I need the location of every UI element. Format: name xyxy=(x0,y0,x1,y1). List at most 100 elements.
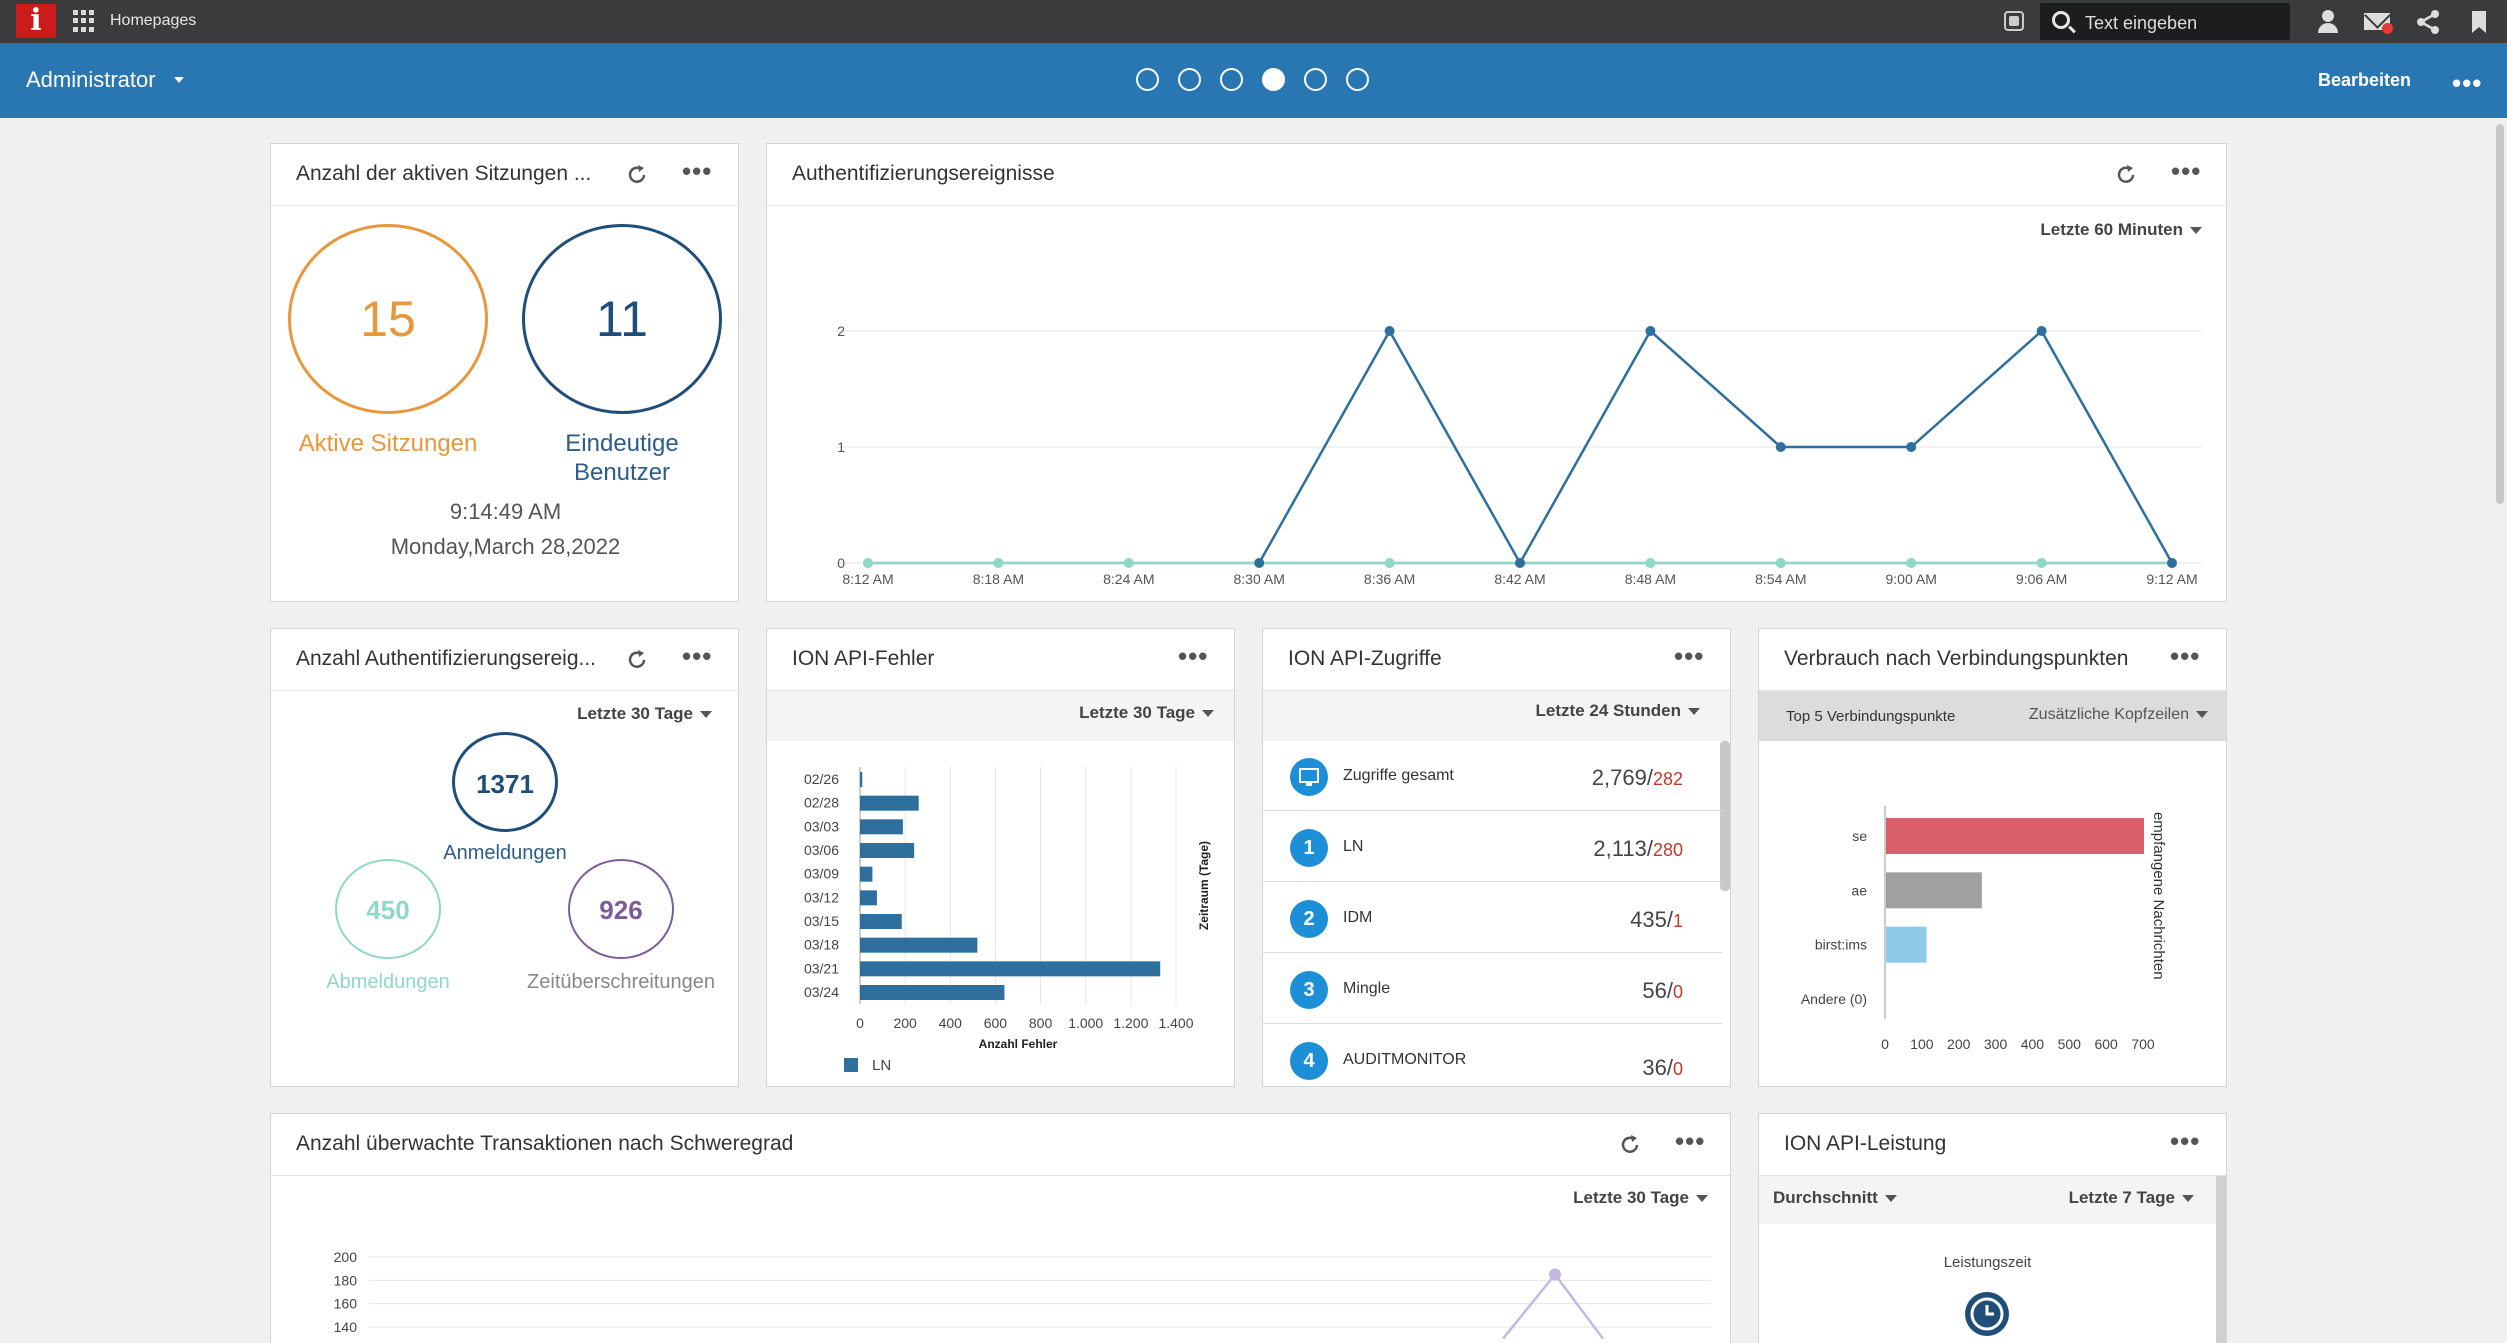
data-point xyxy=(1384,558,1395,568)
more-menu-icon[interactable]: ••• xyxy=(1675,1126,1706,1156)
more-menu-icon[interactable]: ••• xyxy=(682,641,713,671)
more-menu-icon[interactable]: ••• xyxy=(1674,641,1705,671)
user-icon[interactable] xyxy=(2315,9,2341,35)
x-tick-label: 1.000 xyxy=(1068,1015,1103,1031)
bar xyxy=(860,843,915,858)
time-range-dropdown[interactable]: Letzte 24 Stunden xyxy=(1536,701,1700,721)
api-name: IDM xyxy=(1343,909,1373,926)
x-axis-label: Anzahl Fehler xyxy=(979,1037,1058,1051)
api-name: AUDITMONITOR xyxy=(1343,1051,1467,1068)
x-tick-label: 600 xyxy=(984,1015,1008,1031)
list-item[interactable]: 3 Mingle 56/0 xyxy=(1263,954,1723,1024)
x-tick-label: 8:54 AM xyxy=(1755,571,1806,587)
scrollbar-thumb[interactable] xyxy=(2496,124,2504,504)
api-errors-card: ION API-Fehler ••• Letzte 30 Tage 0 200 40… xyxy=(766,628,1235,1087)
card-title: ION API-Leistung xyxy=(1784,1132,1947,1155)
y-tick-label: ae xyxy=(1851,882,1867,898)
card-title: ION API-Zugriffe xyxy=(1288,647,1442,670)
refresh-icon[interactable] xyxy=(624,162,650,188)
extra-columns-dropdown[interactable]: Zusätzliche Kopfzeilen xyxy=(2029,706,2208,724)
logouts-circle: 450 xyxy=(335,859,441,959)
time-range-dropdown[interactable]: Letzte 7 Tage xyxy=(2069,1188,2194,1208)
series-line xyxy=(1258,328,2174,566)
bookmark-icon[interactable] xyxy=(2466,9,2492,35)
more-menu-icon[interactable]: ••• xyxy=(2171,156,2202,186)
page-dot[interactable] xyxy=(1346,68,1369,91)
time-range-dropdown[interactable]: Letzte 60 Minuten xyxy=(2040,220,2202,240)
app-logo[interactable]: i xyxy=(16,4,56,38)
app-grid-icon[interactable] xyxy=(73,10,95,32)
card-scrollbar[interactable] xyxy=(2216,1176,2226,1343)
edit-button[interactable]: Bearbeiten xyxy=(2318,70,2412,90)
data-point xyxy=(863,558,873,568)
share-icon[interactable] xyxy=(2415,9,2441,35)
unique-users-circle: 11 xyxy=(522,224,722,414)
list-item[interactable]: 4 AUDITMONITOR 36/0 xyxy=(1263,1025,1723,1086)
logins-circle: 1371 xyxy=(452,732,558,832)
refresh-icon[interactable] xyxy=(1617,1132,1643,1158)
x-tick-label: 1.200 xyxy=(1113,1015,1148,1031)
more-menu-icon[interactable]: ••• xyxy=(2170,1126,2201,1156)
logouts-label: Abmeldungen xyxy=(326,971,450,993)
data-point xyxy=(1123,558,1134,568)
notification-dot xyxy=(2382,23,2393,34)
bar xyxy=(860,890,877,906)
more-menu-icon[interactable]: ••• xyxy=(2170,641,2201,671)
x-tick-label: 0 xyxy=(1881,1036,1889,1052)
more-menu-icon[interactable]: ••• xyxy=(1178,641,1209,671)
list-item[interactable]: 2 IDM 435/1 xyxy=(1263,883,1723,953)
page-dot[interactable] xyxy=(1304,68,1327,91)
current-date: Monday,March 28,2022 xyxy=(390,534,621,559)
data-point xyxy=(1515,558,1525,568)
bar xyxy=(860,937,978,953)
caret-down-icon[interactable] xyxy=(174,77,184,83)
role-selector[interactable]: Administrator xyxy=(26,67,156,92)
monitored-chart: 140 160 180 200 xyxy=(334,1249,1711,1340)
time-range-dropdown[interactable]: Letzte 30 Tage xyxy=(1573,1188,1708,1208)
page-scrollbar[interactable] xyxy=(2493,118,2507,1343)
x-tick-label: 8:24 AM xyxy=(1103,571,1154,587)
list-item[interactable]: 1 LN 2,113/280 xyxy=(1263,812,1723,882)
metric-dropdown[interactable]: Durchschnitt xyxy=(1773,1188,1897,1208)
refresh-icon[interactable] xyxy=(2113,162,2139,188)
api-value: 2,769/282 xyxy=(1591,765,1683,790)
search-input[interactable]: Text eingeben xyxy=(2040,3,2290,40)
y-axis-label: empfangene Nachrichten xyxy=(2150,812,2167,980)
homepages-title[interactable]: Homepages xyxy=(110,12,197,29)
list-item[interactable]: Zugriffe gesamt 2,769/282 xyxy=(1263,741,1723,811)
usage-chart: se ae birst:ims Andere (0) 0 100 200 300 400 500 6… xyxy=(1801,806,2167,1052)
x-tick-label: 600 xyxy=(2094,1036,2118,1052)
y-tick-label: 03/09 xyxy=(804,866,839,882)
card-title: Anzahl Authentifizierungsereig... xyxy=(296,647,597,670)
time-range-dropdown[interactable]: Letzte 30 Tage xyxy=(577,704,712,724)
card-header: ION API-Fehler ••• xyxy=(767,629,1234,691)
search-placeholder: Text eingeben xyxy=(2085,13,2198,33)
page-dot[interactable] xyxy=(1136,68,1159,91)
logouts-value: 450 xyxy=(366,895,410,925)
list-scrollbar[interactable] xyxy=(1720,741,1730,891)
data-point xyxy=(1906,442,1917,452)
sub-header-label: Top 5 Verbindungspunkte xyxy=(1786,708,1956,725)
more-menu-icon[interactable]: ••• xyxy=(2452,68,2483,98)
bar xyxy=(1886,926,1927,963)
search-icon xyxy=(2052,11,2070,29)
x-tick-label: 400 xyxy=(2021,1036,2045,1052)
page-dot-active[interactable] xyxy=(1262,68,1285,91)
current-time: 9:14:49 AM xyxy=(449,499,562,524)
card-header: Anzahl überwachte Transaktionen nach Sch… xyxy=(271,1114,1730,1176)
top-bar: i Homepages Text eingeben xyxy=(0,0,2507,43)
card-header: Verbrauch nach Verbindungspunkten ••• xyxy=(1759,629,2226,691)
mail-icon[interactable] xyxy=(2364,9,2393,35)
time-range-dropdown[interactable]: Letzte 30 Tage xyxy=(1079,703,1214,723)
refresh-icon[interactable] xyxy=(624,647,650,673)
more-menu-icon[interactable]: ••• xyxy=(682,156,713,186)
unique-users-label-line1: Eindeutige xyxy=(565,430,679,457)
data-point xyxy=(1549,1268,1561,1281)
window-toggle-icon[interactable] xyxy=(2004,11,2024,31)
x-tick-label: 8:30 AM xyxy=(1234,571,1285,587)
series-line xyxy=(1502,1272,1605,1340)
page-dot[interactable] xyxy=(1220,68,1243,91)
page-dot[interactable] xyxy=(1178,68,1201,91)
logins-label: Anmeldungen xyxy=(443,842,567,864)
timeouts-label: Zeitüberschreitungen xyxy=(527,971,715,993)
